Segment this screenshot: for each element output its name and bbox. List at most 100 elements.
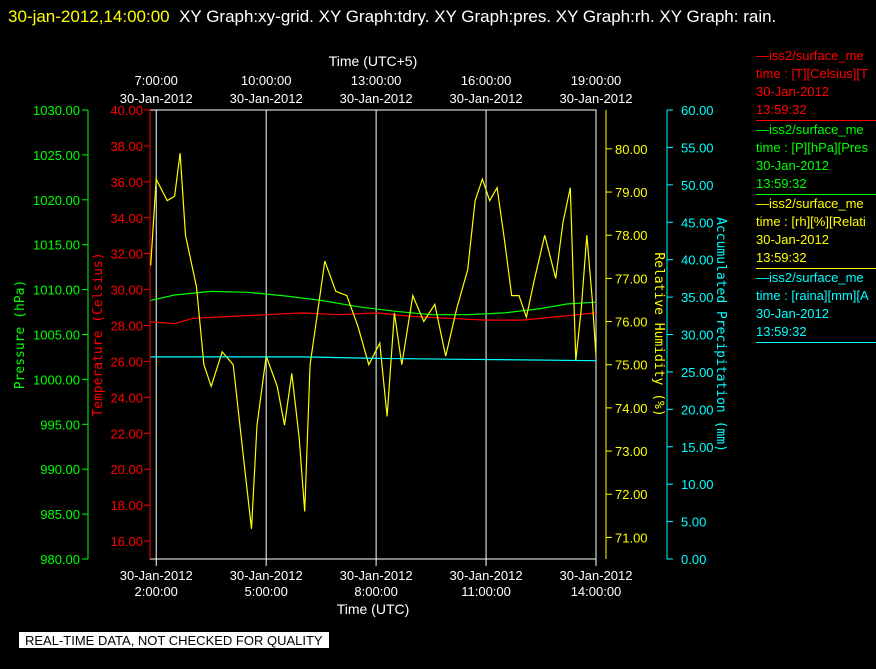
rain-tick-label: 30.00: [681, 328, 714, 343]
top-tick-label-time: 7:00:00: [135, 73, 178, 88]
x-tick-label-date: 30-Jan-2012: [560, 568, 633, 583]
series-line-rh: [150, 153, 597, 529]
legend-entry-line3: 30-Jan-2012: [756, 306, 829, 321]
legend-entry-line1: —iss2/surface_me: [756, 48, 864, 63]
pressure-tick-label: 1025.00: [33, 148, 80, 163]
quality-warning-label: REAL-TIME DATA, NOT CHECKED FOR QUALITY: [19, 632, 329, 648]
x-tick-label-date: 30-Jan-2012: [120, 568, 193, 583]
temperature-axis-title: Temperature (Celsius): [91, 252, 106, 416]
top-tick-label-time: 13:00:00: [351, 73, 402, 88]
pressure-tick-label: 1030.00: [33, 103, 80, 118]
rain-tick-label: 55.00: [681, 140, 714, 155]
top-tick-label-time: 10:00:00: [241, 73, 292, 88]
temperature-tick-label: 38.00: [110, 139, 143, 154]
temperature-tick-label: 16.00: [110, 534, 143, 549]
temperature-tick-label: 32.00: [110, 247, 143, 262]
pressure-tick-label: 1020.00: [33, 193, 80, 208]
legend-entry-line3: 30-Jan-2012: [756, 84, 829, 99]
rain-tick-label: 40.00: [681, 253, 714, 268]
x-axis-label: Time (UTC): [337, 601, 410, 617]
legend-entry-line1: —iss2/surface_me: [756, 122, 864, 137]
rain-tick-label: 45.00: [681, 215, 714, 230]
x-tick-label-time: 11:00:00: [461, 584, 511, 599]
legend-entry-line1: —iss2/surface_me: [756, 270, 864, 285]
pressure-tick-label: 990.00: [40, 462, 80, 477]
temperature-tick-label: 22.00: [110, 426, 143, 441]
temperature-tick-label: 20.00: [110, 462, 143, 477]
temperature-tick-label: 40.00: [110, 103, 143, 118]
series-line-temperature: [150, 312, 597, 325]
rh-tick-label: 73.00: [615, 444, 648, 459]
graph-header: 30-jan-2012,14:00:00 XY Graph:xy-grid. X…: [8, 2, 868, 31]
pressure-tick-label: 1000.00: [33, 372, 80, 387]
temperature-tick-label: 28.00: [110, 319, 143, 334]
rh-tick-label: 77.00: [615, 271, 648, 286]
rain-tick-label: 0.00: [681, 552, 706, 567]
header-titles: XY Graph:xy-grid. XY Graph:tdry. XY Grap…: [179, 7, 777, 26]
top-axis-label: Time (UTC+5): [329, 53, 418, 69]
x-tick-label-date: 30-Jan-2012: [450, 568, 523, 583]
x-tick-label-date: 30-Jan-2012: [230, 568, 303, 583]
pressure-tick-label: 1015.00: [33, 238, 80, 253]
x-tick-label-time: 8:00:00: [354, 584, 397, 599]
rain-tick-label: 60.00: [681, 103, 714, 118]
pressure-tick-label: 1005.00: [33, 328, 80, 343]
top-tick-label-date: 30-Jan-2012: [340, 91, 413, 106]
pressure-axis-title: Pressure (hPa): [13, 280, 28, 390]
legend-entry-line3: 30-Jan-2012: [756, 232, 829, 247]
x-tick-label-time: 2:00:00: [135, 584, 178, 599]
rain-tick-label: 50.00: [681, 178, 714, 193]
rain-tick-label: 20.00: [681, 402, 714, 417]
legend-entry-line2: time : [rh][%][Relati: [756, 214, 866, 229]
temperature-tick-label: 34.00: [110, 211, 143, 226]
header-timestamp: 30-jan-2012,14:00:00: [8, 7, 170, 26]
top-tick-label-date: 30-Jan-2012: [120, 91, 193, 106]
top-tick-label-date: 30-Jan-2012: [560, 91, 633, 106]
rh-tick-label: 78.00: [615, 228, 648, 243]
x-tick-label-date: 30-Jan-2012: [340, 568, 413, 583]
rh-tick-label: 76.00: [615, 315, 648, 330]
rh-tick-label: 72.00: [615, 487, 648, 502]
legend-entry-line4: 13:59:32: [756, 324, 807, 339]
rain-tick-label: 25.00: [681, 365, 714, 380]
legend-entry-line4: 13:59:32: [756, 176, 807, 191]
rh-tick-label: 80.00: [615, 142, 648, 157]
temperature-tick-label: 18.00: [110, 498, 143, 513]
temperature-tick-label: 30.00: [110, 283, 143, 298]
temperature-tick-label: 26.00: [110, 354, 143, 369]
rh-tick-label: 71.00: [615, 530, 648, 545]
x-tick-label-time: 5:00:00: [244, 584, 287, 599]
legend-entry-line3: 30-Jan-2012: [756, 158, 829, 173]
rh-tick-label: 74.00: [615, 401, 648, 416]
top-tick-label-time: 16:00:00: [461, 73, 512, 88]
legend-entry-line1: —iss2/surface_me: [756, 196, 864, 211]
legend-entry-line2: time : [P][hPa][Pres: [756, 140, 868, 155]
rain-tick-label: 10.00: [681, 477, 714, 492]
legend-entry-line2: time : [raina][mm][A: [756, 288, 869, 303]
rh-tick-label: 79.00: [615, 185, 648, 200]
top-tick-label-time: 19:00:00: [571, 73, 622, 88]
pressure-tick-label: 1010.00: [33, 283, 80, 298]
pressure-tick-label: 980.00: [40, 552, 80, 567]
series-line-pressure: [150, 290, 597, 316]
legend-entry-line4: 13:59:32: [756, 250, 807, 265]
temperature-tick-label: 24.00: [110, 390, 143, 405]
pressure-tick-label: 995.00: [40, 417, 80, 432]
rh-axis-title: Relative Humidity (%): [651, 252, 666, 416]
legend-entry-line2: time : [T][Celsius][T: [756, 66, 868, 81]
top-tick-label-date: 30-Jan-2012: [450, 91, 523, 106]
rain-tick-label: 15.00: [681, 440, 714, 455]
rain-axis-title: Accumulated Precipitation (mm): [713, 217, 728, 452]
series-line-rain: [150, 356, 597, 362]
top-tick-label-date: 30-Jan-2012: [230, 91, 303, 106]
legend-entry-line4: 13:59:32: [756, 102, 807, 117]
rain-tick-label: 5.00: [681, 515, 706, 530]
temperature-tick-label: 36.00: [110, 175, 143, 190]
x-tick-label-time: 14:00:00: [571, 584, 622, 599]
rh-tick-label: 75.00: [615, 358, 648, 373]
legend: —iss2/surface_me time : [T][Celsius][T 30-…: [756, 47, 876, 343]
